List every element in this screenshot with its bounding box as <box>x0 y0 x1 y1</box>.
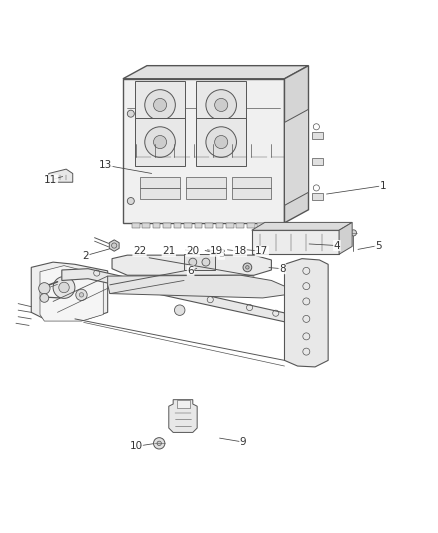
Text: 10: 10 <box>130 441 143 451</box>
Polygon shape <box>285 259 328 367</box>
Bar <box>196 81 246 129</box>
Circle shape <box>153 438 165 449</box>
Circle shape <box>243 263 252 272</box>
Bar <box>194 223 202 228</box>
Bar <box>312 132 323 139</box>
Bar <box>177 400 190 408</box>
Bar <box>196 118 246 166</box>
Circle shape <box>39 282 50 294</box>
Polygon shape <box>123 79 285 223</box>
Bar <box>232 177 272 188</box>
Polygon shape <box>110 240 119 251</box>
Circle shape <box>157 441 161 446</box>
Text: 6: 6 <box>187 266 194 276</box>
Bar <box>132 223 140 228</box>
Circle shape <box>153 135 166 149</box>
Circle shape <box>153 99 166 111</box>
Circle shape <box>40 294 49 302</box>
Bar <box>163 223 171 228</box>
Circle shape <box>76 289 87 301</box>
Polygon shape <box>108 275 285 298</box>
Bar <box>268 223 276 228</box>
Circle shape <box>79 293 84 297</box>
Polygon shape <box>112 255 272 275</box>
Bar <box>279 223 286 228</box>
Circle shape <box>112 243 117 248</box>
Circle shape <box>215 99 228 111</box>
Text: 2: 2 <box>82 251 89 261</box>
Bar <box>184 223 192 228</box>
Text: 19: 19 <box>210 246 223 256</box>
Text: 9: 9 <box>240 437 246 447</box>
Bar <box>186 177 226 188</box>
Bar <box>141 188 180 199</box>
Polygon shape <box>40 265 103 321</box>
Text: 13: 13 <box>99 160 112 170</box>
Polygon shape <box>252 230 339 254</box>
Circle shape <box>53 277 75 298</box>
Bar <box>312 193 323 200</box>
Bar <box>173 223 181 228</box>
Bar <box>186 188 226 199</box>
Text: 22: 22 <box>133 246 146 256</box>
Circle shape <box>127 110 134 117</box>
Bar <box>142 223 150 228</box>
Bar <box>135 81 185 129</box>
Circle shape <box>202 258 210 266</box>
Text: 4: 4 <box>334 240 340 251</box>
Polygon shape <box>49 169 73 182</box>
Text: 20: 20 <box>186 246 199 256</box>
Circle shape <box>206 90 237 120</box>
Circle shape <box>59 282 69 293</box>
Bar <box>226 223 234 228</box>
Text: 17: 17 <box>255 246 268 256</box>
Circle shape <box>145 127 175 157</box>
Bar <box>247 223 255 228</box>
Polygon shape <box>285 66 308 223</box>
Text: 3: 3 <box>218 249 225 259</box>
Circle shape <box>174 305 185 316</box>
Bar <box>237 223 244 228</box>
Circle shape <box>145 90 175 120</box>
Text: 21: 21 <box>162 246 175 256</box>
Text: 18: 18 <box>233 246 247 256</box>
Circle shape <box>246 265 249 269</box>
Bar <box>152 223 160 228</box>
Text: 5: 5 <box>375 240 381 251</box>
Bar <box>232 188 272 199</box>
Circle shape <box>215 135 228 149</box>
Circle shape <box>206 127 237 157</box>
Polygon shape <box>123 66 308 79</box>
Circle shape <box>189 258 197 266</box>
Circle shape <box>127 198 134 205</box>
Polygon shape <box>339 222 352 254</box>
Polygon shape <box>285 109 308 205</box>
Polygon shape <box>62 269 315 328</box>
Circle shape <box>350 230 357 236</box>
Bar <box>135 118 185 166</box>
Bar <box>205 223 213 228</box>
Bar <box>215 223 223 228</box>
Bar <box>312 158 323 165</box>
Polygon shape <box>169 400 197 432</box>
Text: 1: 1 <box>379 181 386 191</box>
Bar <box>184 254 215 270</box>
Text: 8: 8 <box>279 264 286 273</box>
Text: 11: 11 <box>44 175 57 185</box>
Bar <box>258 223 265 228</box>
Polygon shape <box>31 262 108 319</box>
Bar <box>141 177 180 188</box>
Polygon shape <box>252 222 352 230</box>
